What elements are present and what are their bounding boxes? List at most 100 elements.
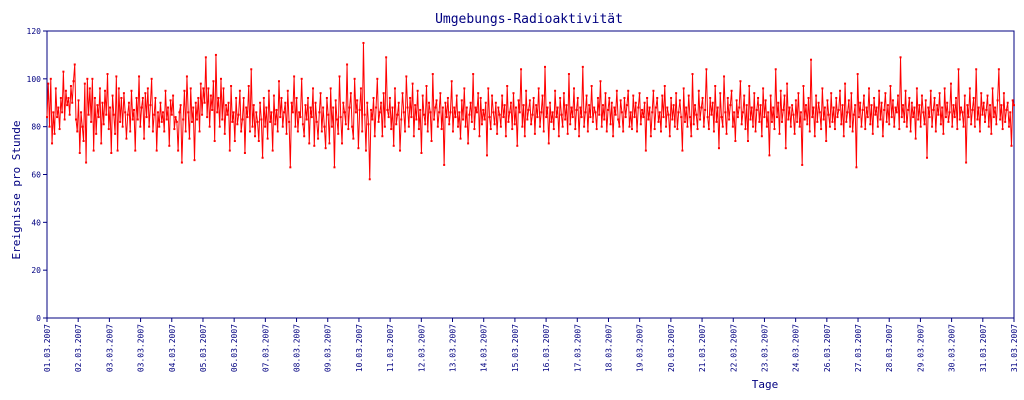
data-point <box>129 130 132 133</box>
data-point <box>949 82 952 85</box>
data-point <box>917 118 920 121</box>
data-point <box>847 99 850 102</box>
data-point <box>753 92 756 95</box>
data-point <box>300 77 303 80</box>
x-tick-label: 22.03.2007 <box>729 324 738 372</box>
x-tick-label: 15.03.2007 <box>511 324 520 372</box>
data-point <box>385 56 388 59</box>
data-point <box>970 123 973 126</box>
data-point <box>996 99 999 102</box>
data-point <box>938 92 941 95</box>
data-point <box>817 101 820 104</box>
data-point <box>811 116 814 119</box>
data-point <box>574 128 577 131</box>
data-point <box>168 144 171 147</box>
data-point <box>83 82 86 85</box>
data-point <box>604 92 607 95</box>
data-point <box>334 99 337 102</box>
data-point <box>806 123 809 126</box>
data-point <box>712 130 715 133</box>
data-point <box>735 99 738 102</box>
data-point <box>554 89 557 92</box>
data-point <box>552 128 555 131</box>
x-tick-label: 26.03.2007 <box>823 324 832 372</box>
data-point <box>295 96 298 99</box>
data-point <box>894 106 897 109</box>
x-tick-label: 04.03.2007 <box>168 324 177 372</box>
data-point <box>532 96 535 99</box>
data-point <box>688 116 691 119</box>
data-point <box>451 130 454 133</box>
data-point <box>457 125 460 128</box>
data-point <box>926 156 929 159</box>
data-point <box>230 85 233 88</box>
data-point <box>648 106 651 109</box>
data-point <box>125 137 128 140</box>
data-point <box>754 130 757 133</box>
data-point <box>165 118 168 121</box>
data-point <box>277 80 280 83</box>
data-point <box>184 130 187 133</box>
x-tick-label: 13.03.2007 <box>449 324 458 372</box>
data-point <box>504 135 507 138</box>
data-point <box>502 116 505 119</box>
data-point <box>716 106 719 109</box>
data-point <box>179 104 182 107</box>
data-point <box>928 116 931 119</box>
y-axis-label: Ereignisse pro Stunde <box>10 120 23 259</box>
data-point <box>636 130 639 133</box>
data-point <box>138 75 141 78</box>
data-point <box>734 140 737 143</box>
data-point <box>90 120 93 123</box>
data-point <box>705 68 708 71</box>
data-point <box>219 77 222 80</box>
data-point <box>994 106 997 109</box>
data-point <box>373 135 376 138</box>
data-point <box>185 75 188 78</box>
data-point <box>121 125 124 128</box>
data-point <box>103 89 106 92</box>
data-point <box>860 125 863 128</box>
data-point <box>305 118 308 121</box>
data-point <box>963 94 966 97</box>
data-point <box>662 116 665 119</box>
data-point <box>830 92 833 95</box>
data-point <box>769 94 772 97</box>
data-point <box>822 118 825 121</box>
data-point <box>280 96 283 99</box>
data-point <box>821 87 824 90</box>
data-point <box>775 116 778 119</box>
data-point <box>987 125 990 128</box>
data-point <box>91 77 94 80</box>
data-point <box>530 123 533 126</box>
data-point <box>997 68 1000 71</box>
data-point <box>923 123 926 126</box>
x-tick-label: 03.03.2007 <box>105 324 114 372</box>
data-point <box>395 123 398 126</box>
data-point <box>672 104 675 107</box>
data-point <box>88 87 91 90</box>
data-point <box>140 106 143 109</box>
data-point <box>450 80 453 83</box>
data-point <box>459 137 462 140</box>
data-point <box>946 101 949 104</box>
data-point <box>724 111 727 114</box>
data-point <box>765 125 768 128</box>
data-point <box>681 149 684 152</box>
data-point <box>243 151 246 154</box>
data-point <box>254 135 257 138</box>
data-point <box>725 132 728 135</box>
data-point <box>908 96 911 99</box>
data-point <box>676 128 679 131</box>
data-point <box>599 80 602 83</box>
data-point <box>601 104 604 107</box>
data-point <box>586 130 589 133</box>
data-point <box>196 118 199 121</box>
data-point <box>661 94 664 97</box>
data-point <box>489 128 492 131</box>
data-point <box>333 166 336 169</box>
data-point <box>363 113 366 116</box>
data-point <box>618 125 621 128</box>
data-point <box>173 128 176 131</box>
data-point <box>934 130 937 133</box>
